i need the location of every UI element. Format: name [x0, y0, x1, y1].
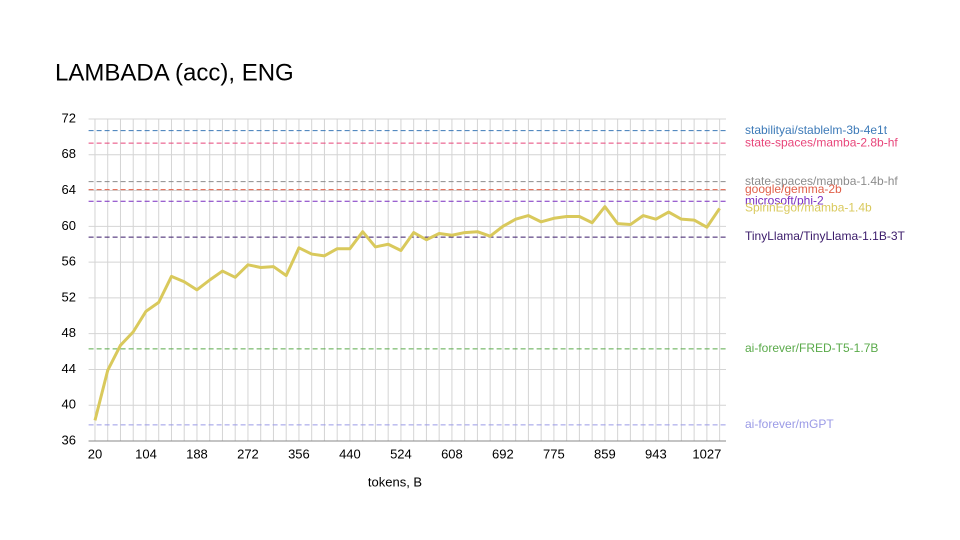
- x-tick-label: 775: [543, 446, 565, 461]
- legend-label: state-spaces/mamba-1.4b-hf: [745, 174, 898, 188]
- y-tick-label: 56: [62, 254, 76, 269]
- legend-label: TinyLlama/TinyLlama-1.1B-3T: [745, 229, 906, 243]
- y-tick-label: 44: [62, 361, 76, 376]
- legend-label: microsoft/phi-2: [745, 193, 824, 207]
- y-tick-label: 36: [62, 432, 76, 447]
- x-tick-label: 104: [135, 446, 157, 461]
- y-tick-label: 68: [62, 146, 76, 161]
- x-tick-label: 943: [645, 446, 667, 461]
- x-tick-label: 859: [594, 446, 616, 461]
- legend-label: ai-forever/FRED-T5-1.7B: [745, 341, 878, 355]
- legend-label: ai-forever/mGPT: [745, 417, 834, 431]
- y-tick-label: 60: [62, 218, 76, 233]
- x-tick-label: 20: [88, 446, 102, 461]
- series-line: [93, 205, 721, 421]
- y-tick-label: 72: [62, 110, 76, 125]
- x-tick-label: 356: [288, 446, 310, 461]
- x-tick-label: 272: [237, 446, 259, 461]
- x-tick-label: 692: [492, 446, 514, 461]
- legend-label: SpirinEgor/mamba-1.4b: [745, 201, 872, 215]
- legend-label: state-spaces/mamba-2.8b-hf: [745, 135, 898, 149]
- legend-label: stabilityai/stablelm-3b-4e1t: [745, 123, 888, 137]
- y-tick-label: 48: [62, 325, 76, 340]
- x-axis-label: tokens, B: [368, 474, 422, 489]
- x-tick-label: 524: [390, 446, 412, 461]
- x-tick-label: 440: [339, 446, 361, 461]
- chart-title: LAMBADA (acc), ENG: [55, 59, 294, 86]
- legend-label: google/gemma-2b: [745, 182, 842, 196]
- y-tick-label: 64: [62, 182, 76, 197]
- y-tick-label: 52: [62, 289, 76, 304]
- x-tick-label: 1027: [692, 446, 721, 461]
- y-tick-label: 40: [62, 397, 76, 412]
- x-tick-label: 188: [186, 446, 208, 461]
- x-tick-label: 608: [441, 446, 463, 461]
